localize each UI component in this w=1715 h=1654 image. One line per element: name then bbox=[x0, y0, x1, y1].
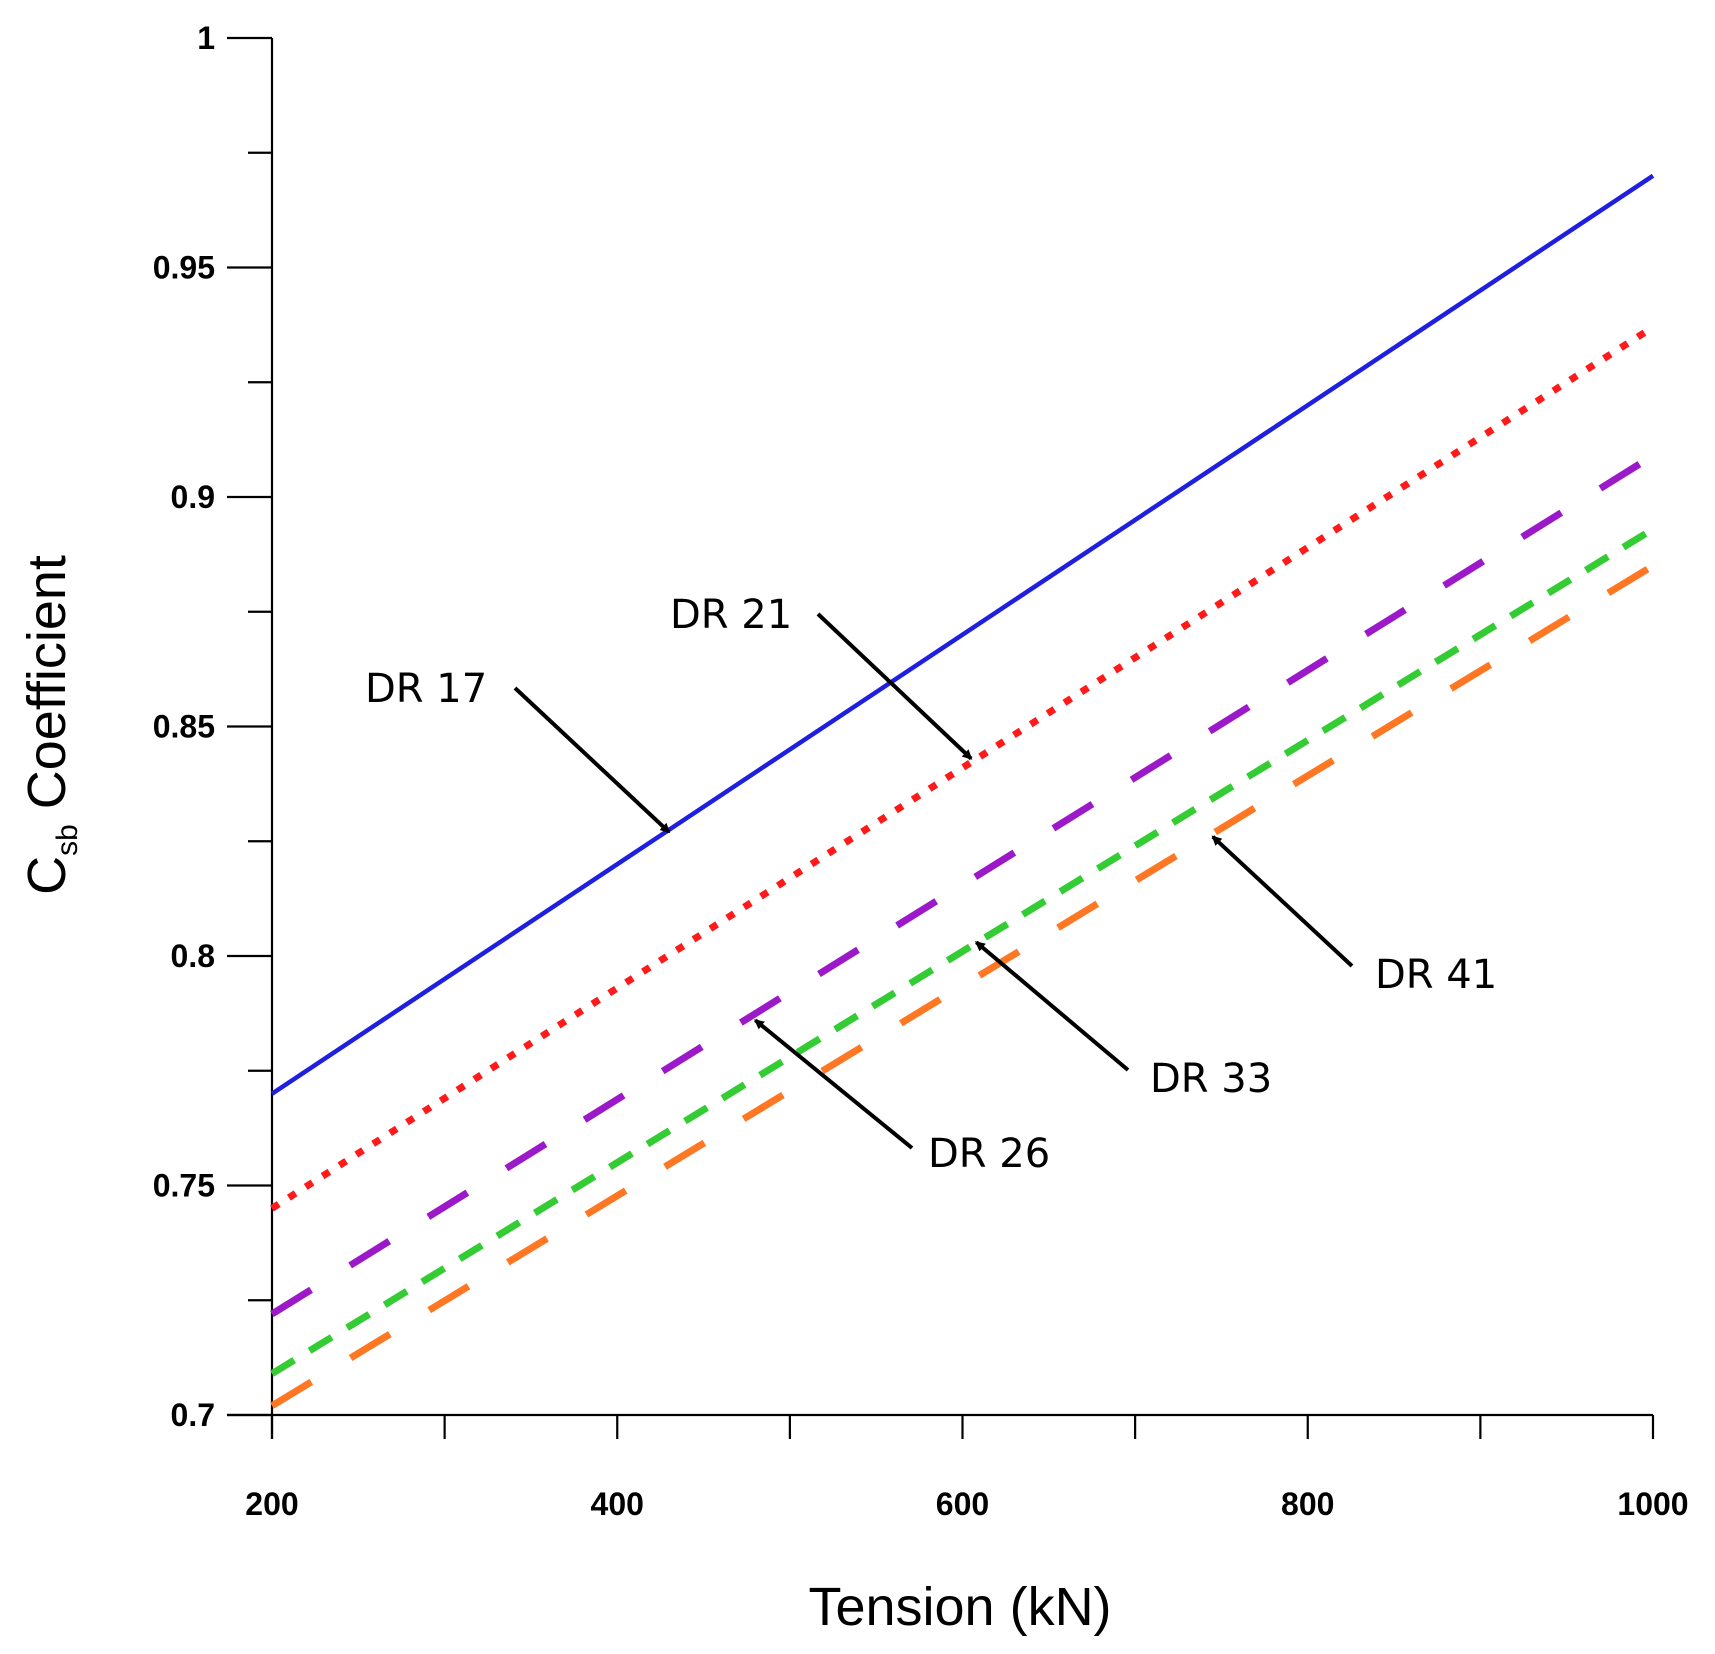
axes: 0.7 0.75 0.8 0.85 0.9 0.95 1 200 400 600 800 1000 bbox=[153, 20, 1689, 1522]
x-tick-label: 200 bbox=[245, 1486, 298, 1522]
x-ticks: 200 400 600 800 1000 bbox=[245, 1415, 1689, 1522]
series-line-dr-26 bbox=[270, 452, 1655, 1317]
x-tick-label: 400 bbox=[591, 1486, 644, 1522]
annotation-arrow-dr-33 bbox=[975, 940, 1130, 1072]
series-line-dr-21 bbox=[270, 324, 1655, 1212]
annotation-label-dr-17: DR 17 bbox=[365, 666, 487, 712]
y-tick-label: 0.9 bbox=[171, 479, 215, 515]
y-ticks: 0.7 0.75 0.8 0.85 0.9 0.95 1 bbox=[153, 20, 272, 1433]
x-tick-label: 600 bbox=[936, 1486, 989, 1522]
annotation-label-dr-33: DR 33 bbox=[1150, 1056, 1272, 1102]
y-tick-label: 0.95 bbox=[153, 250, 215, 286]
x-tick-label: 1000 bbox=[1617, 1486, 1688, 1522]
y-tick-label: 0.7 bbox=[171, 1397, 215, 1433]
annotation-arrow-dr-26 bbox=[754, 1018, 914, 1150]
y-axis-title-rest: Coefficient bbox=[17, 555, 77, 824]
x-axis-title: Tension (kN) bbox=[808, 1577, 1111, 1637]
series-layer bbox=[270, 173, 1655, 1409]
y-tick-label: 1 bbox=[197, 20, 215, 56]
y-axis-title-sub: sb bbox=[51, 824, 84, 856]
annotation-arrow-dr-17 bbox=[513, 686, 671, 834]
y-axis-title: Csb Coefficient bbox=[17, 555, 84, 895]
y-tick-label: 0.85 bbox=[153, 709, 215, 745]
x-tick-label: 800 bbox=[1281, 1486, 1334, 1522]
annotation-label-dr-21: DR 21 bbox=[670, 592, 792, 638]
series-line-dr-33 bbox=[270, 526, 1655, 1377]
annotation-label-dr-26: DR 26 bbox=[928, 1131, 1050, 1177]
annotation-arrow-dr-41 bbox=[1211, 835, 1354, 968]
series-line-dr-17 bbox=[270, 173, 1655, 1096]
y-tick-label: 0.8 bbox=[171, 938, 215, 974]
y-axis-title-main: C bbox=[17, 856, 77, 895]
y-tick-label: 0.75 bbox=[153, 1168, 215, 1204]
annotation-layer: DR 17 DR 21 DR 26 DR 33 DR 41 bbox=[365, 592, 1497, 1177]
annotation-arrow-dr-21 bbox=[816, 612, 973, 761]
annotation-label-dr-41: DR 41 bbox=[1375, 952, 1497, 998]
